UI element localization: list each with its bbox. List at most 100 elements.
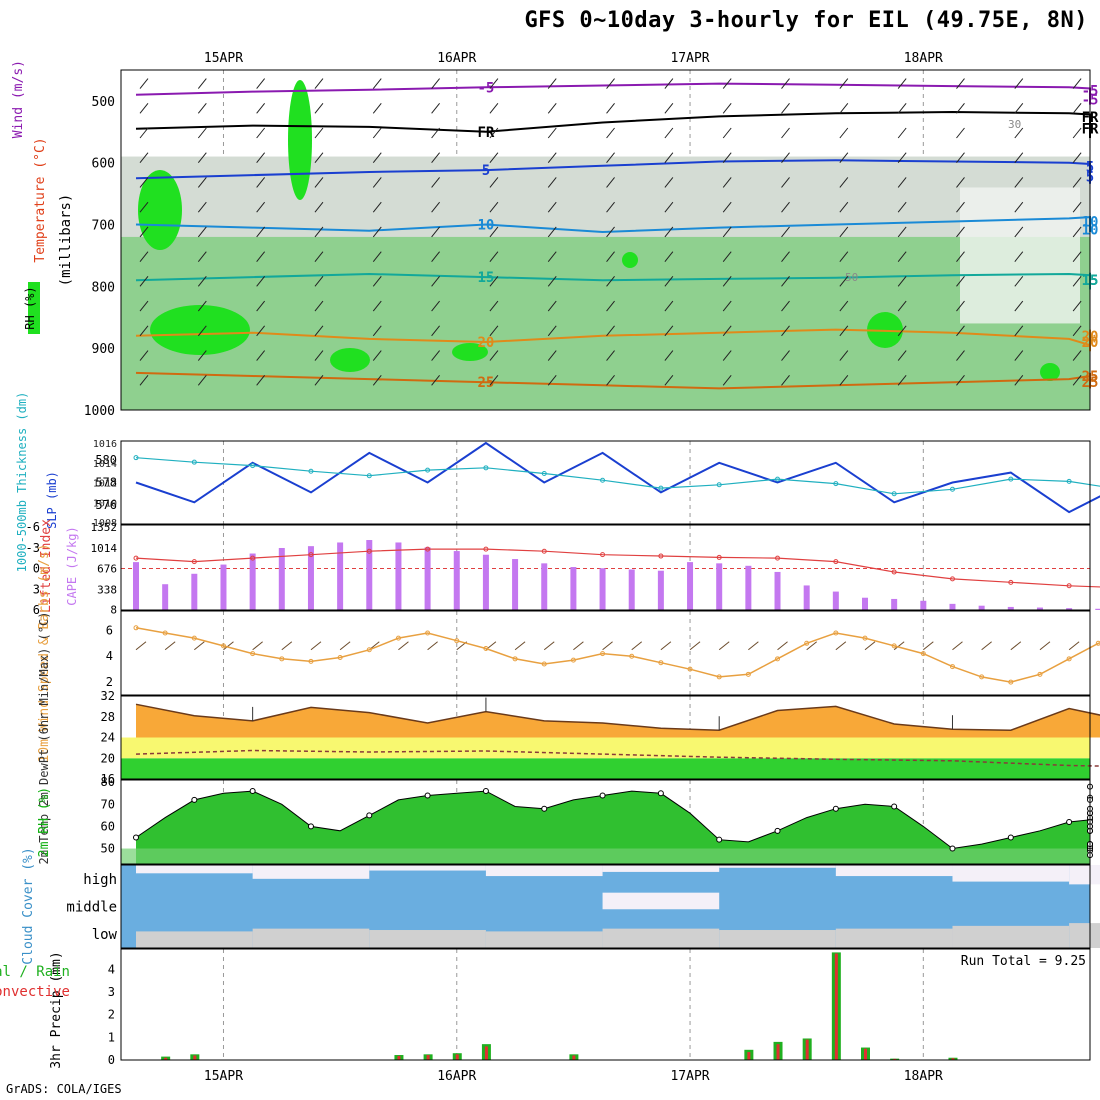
wind-barb	[197, 350, 207, 361]
wind-barb	[372, 350, 382, 361]
panel-frame	[120, 610, 1091, 696]
wind-barb	[197, 276, 207, 287]
wind-barb	[722, 127, 732, 139]
wind-barb	[1072, 152, 1082, 164]
wind-barb	[897, 201, 907, 213]
wind-barb	[664, 226, 674, 238]
wind-barb	[956, 374, 965, 386]
precip-convective-bar	[951, 1058, 955, 1060]
wind-barb	[722, 226, 732, 238]
lifted-index-point	[833, 559, 839, 565]
wind-barb	[956, 251, 965, 262]
wind-barb	[1072, 325, 1082, 337]
slp-tick: 1010	[93, 498, 117, 509]
wind-barb	[139, 350, 149, 361]
lifted-index-point	[891, 569, 897, 575]
wind-barb-10m	[339, 641, 351, 651]
wind-barb	[664, 300, 674, 312]
wind-barb	[256, 226, 266, 238]
wind-barb	[839, 300, 849, 312]
wind-barb-10m	[1068, 641, 1080, 651]
wind-barb-10m	[1010, 641, 1022, 651]
pressure-tick: 700	[92, 219, 115, 234]
cape-tick: 1014	[91, 542, 118, 555]
wind-barb	[314, 276, 324, 287]
cloud-gap	[485, 865, 603, 877]
wind-barb	[897, 102, 907, 114]
wind-barb	[781, 78, 790, 89]
precip-convective-bar	[426, 1055, 430, 1060]
wind-barb	[197, 152, 207, 164]
wind-barb	[431, 102, 440, 114]
wind-barb-10m	[223, 641, 234, 651]
cape-bar	[716, 563, 723, 610]
wind-barb	[489, 78, 499, 89]
wind-barb	[489, 152, 499, 164]
contour-label: 10	[477, 218, 494, 234]
panel-frame	[120, 524, 1091, 611]
wind-barb	[547, 350, 557, 361]
wind-barb	[781, 325, 790, 337]
slp-axis-label: SLP (mb)	[45, 471, 59, 529]
lifted-index-point	[1008, 579, 1014, 585]
precip-convective-bar	[776, 1044, 780, 1060]
lifted-index-tick: 0	[33, 562, 40, 576]
thickness-point	[191, 459, 197, 465]
wind-barb	[606, 127, 615, 139]
wind-barb	[781, 374, 790, 386]
wind-barb	[1014, 350, 1024, 361]
wind-barb	[431, 78, 440, 89]
wind-barb	[372, 152, 382, 164]
thickness-point	[308, 468, 314, 474]
pressure-axis-label: (millibars)	[58, 194, 74, 287]
wind-barb	[781, 201, 790, 213]
wind-speed-point	[600, 651, 606, 657]
rh-axis-label: 2m RH (%)	[37, 787, 52, 857]
wind-barb	[606, 374, 615, 386]
wind-barb	[897, 350, 907, 361]
pressure-tick: 800	[92, 280, 115, 295]
wind-barb	[781, 276, 790, 287]
rh-point	[716, 836, 723, 843]
wind-barb	[1014, 300, 1024, 312]
precip-axis-label: 3hr Precip (mm)	[49, 951, 64, 1068]
wind-barb	[956, 152, 965, 164]
wind-speed-point	[162, 630, 168, 636]
wind-barb	[722, 374, 732, 386]
wind-barb-10m	[135, 641, 147, 651]
wind-barb	[1014, 251, 1024, 262]
wind-barb	[781, 350, 790, 361]
wind-barb	[547, 276, 557, 287]
cloud-gap	[136, 865, 253, 874]
wind-barb	[1014, 177, 1024, 188]
cape-bar	[541, 563, 548, 610]
rh-point	[832, 805, 839, 812]
thickness-point	[833, 481, 839, 487]
wind-barb	[956, 300, 965, 312]
wind-barb	[314, 127, 324, 139]
cape-bar	[424, 547, 431, 610]
wind-barb	[197, 78, 207, 89]
wind-speed-point	[745, 671, 751, 677]
wind-barb	[722, 78, 732, 89]
precip-convective-bar	[164, 1057, 168, 1060]
wind-barb	[547, 300, 557, 312]
wind-speed-point	[337, 655, 343, 661]
temp-tick: 16	[101, 772, 115, 786]
rh-point	[307, 823, 314, 830]
temp-area	[136, 704, 1100, 738]
wind-barb	[1072, 276, 1082, 287]
wind-barb	[489, 201, 499, 213]
cloud-gap	[835, 928, 953, 948]
wind-barb	[897, 276, 907, 287]
wind-barb	[256, 177, 266, 188]
wind-barb-10m	[777, 641, 788, 651]
precip-convective-bar	[397, 1055, 401, 1060]
pressure-tick: 1000	[84, 404, 115, 419]
cape-bar	[978, 605, 985, 610]
panel-frame	[120, 69, 1091, 411]
wind-barb	[256, 251, 266, 262]
wind-speed-point	[250, 651, 256, 657]
wind-barb	[139, 300, 149, 312]
thickness-tick: 578	[95, 476, 117, 490]
